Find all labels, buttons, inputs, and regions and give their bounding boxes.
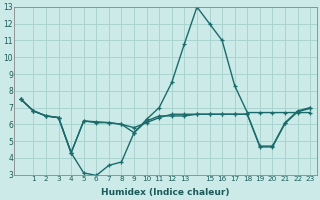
X-axis label: Humidex (Indice chaleur): Humidex (Indice chaleur)	[101, 188, 230, 197]
